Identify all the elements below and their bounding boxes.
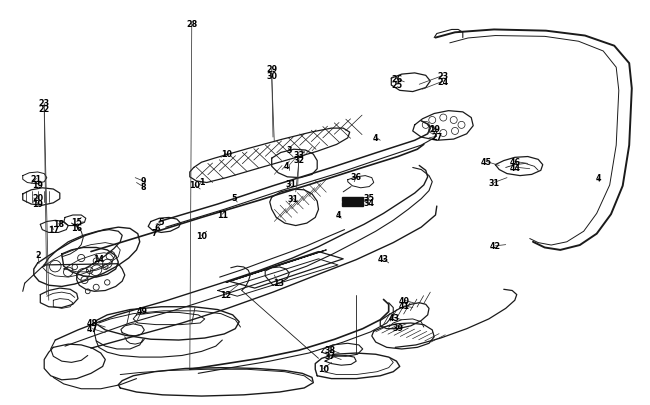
Text: 38: 38 <box>324 345 336 354</box>
Text: 10: 10 <box>190 181 200 190</box>
Text: 5: 5 <box>231 194 237 203</box>
Text: 45: 45 <box>481 158 491 166</box>
Text: 29: 29 <box>266 65 278 74</box>
Bar <box>342 202 363 206</box>
Text: 28: 28 <box>186 20 198 29</box>
Text: 47: 47 <box>87 324 98 333</box>
Text: 18: 18 <box>53 220 64 229</box>
Text: 3: 3 <box>287 145 292 154</box>
Text: 49: 49 <box>136 307 147 315</box>
Text: 2: 2 <box>35 251 40 260</box>
Text: 11: 11 <box>217 210 228 219</box>
Text: 19: 19 <box>32 180 43 189</box>
Text: 7: 7 <box>152 229 157 238</box>
Text: 4: 4 <box>335 210 341 219</box>
Text: 48: 48 <box>86 319 98 328</box>
Text: 17: 17 <box>48 226 58 234</box>
Text: 4: 4 <box>595 174 601 183</box>
Text: 16: 16 <box>72 223 82 232</box>
Text: 4: 4 <box>373 133 378 142</box>
Text: 10: 10 <box>318 364 329 373</box>
Text: 23: 23 <box>38 99 50 108</box>
Text: 33: 33 <box>294 150 304 159</box>
Text: 6: 6 <box>155 223 160 232</box>
Text: 19: 19 <box>32 200 43 209</box>
Text: 13: 13 <box>273 278 283 287</box>
Text: 30: 30 <box>266 72 277 81</box>
Text: 23: 23 <box>437 72 449 81</box>
Text: 22: 22 <box>38 105 50 114</box>
Text: 4: 4 <box>283 162 289 171</box>
Text: 5: 5 <box>159 217 164 226</box>
Bar <box>342 197 363 201</box>
Text: 40: 40 <box>399 296 410 305</box>
Text: 43: 43 <box>389 313 399 322</box>
Text: 21: 21 <box>31 175 42 183</box>
Text: 31: 31 <box>287 195 298 204</box>
Text: 8: 8 <box>140 183 146 192</box>
Text: 15: 15 <box>72 217 82 226</box>
Text: 1: 1 <box>199 178 204 187</box>
Text: 20: 20 <box>32 194 44 203</box>
Text: 10: 10 <box>221 149 231 158</box>
Text: 25: 25 <box>391 81 402 90</box>
Text: 24: 24 <box>437 77 449 86</box>
Text: 42: 42 <box>489 242 501 251</box>
Text: 12: 12 <box>220 290 232 299</box>
Text: 44: 44 <box>510 163 520 172</box>
Text: 31: 31 <box>286 179 296 188</box>
Text: 35: 35 <box>364 193 374 202</box>
Text: 39: 39 <box>393 323 403 332</box>
Text: 26: 26 <box>391 75 402 84</box>
Text: 36: 36 <box>351 173 361 182</box>
Text: 37: 37 <box>325 351 335 360</box>
Text: 10: 10 <box>196 231 207 240</box>
Text: 31: 31 <box>489 179 499 188</box>
Text: 14: 14 <box>94 255 104 264</box>
Text: 34: 34 <box>364 199 374 208</box>
Text: 41: 41 <box>399 302 410 311</box>
Text: 32: 32 <box>293 156 305 165</box>
Text: 46: 46 <box>510 158 520 166</box>
Text: 19: 19 <box>429 125 439 134</box>
Text: 27: 27 <box>431 132 443 141</box>
Text: 43: 43 <box>378 255 389 264</box>
Text: 9: 9 <box>140 177 146 186</box>
